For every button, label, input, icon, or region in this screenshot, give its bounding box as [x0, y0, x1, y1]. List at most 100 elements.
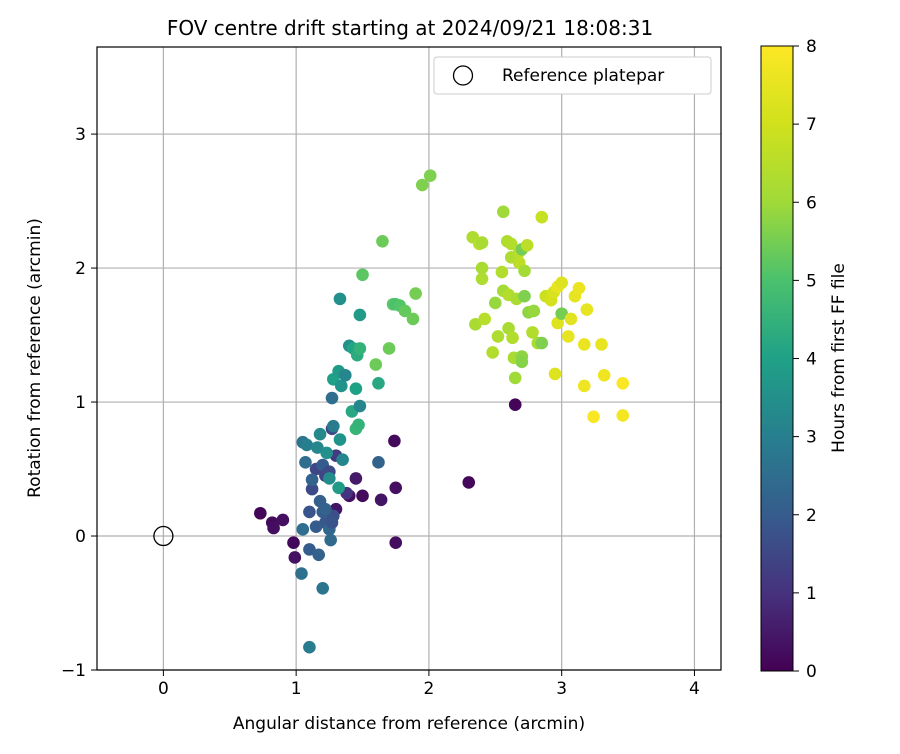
- data-point: [323, 472, 336, 485]
- colorbar-ticks: 0 1 2 3 4 5 6 7 8: [793, 37, 817, 682]
- colorbar-label: Hours from first FF file: [829, 263, 849, 453]
- data-point: [267, 521, 280, 535]
- data-point: [572, 281, 586, 295]
- data-point: [388, 434, 401, 448]
- data-point: [527, 304, 541, 318]
- data-point: [353, 342, 367, 355]
- data-point: [333, 433, 347, 446]
- data-point: [508, 398, 522, 412]
- data-point: [595, 338, 608, 351]
- data-point: [488, 296, 502, 310]
- data-point: [334, 379, 348, 393]
- data-point: [327, 419, 340, 433]
- legend-marker: [452, 65, 474, 86]
- data-point: [369, 358, 383, 371]
- data-point: [325, 516, 339, 529]
- data-point: [562, 330, 575, 343]
- data-points: [153, 169, 630, 654]
- y-tick-label: 2: [75, 259, 86, 279]
- axis-ticks: 0 1 2 3 4 −1 0 1 2 3: [61, 125, 700, 699]
- data-point: [303, 505, 316, 519]
- data-point: [415, 178, 429, 192]
- data-point: [508, 371, 522, 385]
- data-point: [288, 551, 302, 564]
- data-point: [520, 238, 534, 252]
- data-point: [319, 502, 332, 516]
- data-point: [555, 307, 568, 320]
- data-point: [324, 533, 337, 547]
- data-point: [276, 513, 290, 527]
- data-point: [616, 409, 630, 422]
- data-point: [496, 205, 510, 219]
- data-point: [478, 312, 491, 326]
- chart-title: FOV centre drift starting at 2024/09/21 …: [167, 16, 653, 40]
- data-point: [577, 338, 591, 351]
- data-point: [374, 493, 388, 507]
- colorbar-tick-label: 8: [806, 37, 817, 57]
- data-point: [518, 289, 531, 303]
- data-point: [356, 489, 369, 503]
- data-point: [352, 418, 365, 432]
- data-point: [320, 446, 333, 460]
- legend: Reference platepar: [433, 56, 712, 95]
- data-point: [616, 376, 630, 390]
- data-point: [376, 234, 389, 248]
- colorbar-tick-label: 0: [806, 662, 817, 682]
- reference-platepar-marker: [153, 525, 174, 547]
- legend-label: Reference platepar: [502, 66, 664, 86]
- data-point: [338, 368, 352, 382]
- data-point: [349, 472, 363, 485]
- data-point: [564, 312, 578, 326]
- colorbar-gradient: [760, 45, 794, 672]
- colorbar-tick-label: 2: [806, 506, 817, 526]
- data-point: [548, 367, 562, 381]
- colorbar: 0 1 2 3 4 5 6 7 8 Hours from first FF file: [760, 37, 849, 682]
- data-point: [312, 548, 326, 562]
- data-point: [515, 355, 529, 369]
- data-point: [475, 261, 489, 275]
- data-point: [305, 482, 319, 496]
- data-point: [518, 264, 531, 278]
- data-point: [305, 473, 319, 487]
- data-point: [316, 581, 330, 595]
- y-tick-label: −1: [61, 661, 86, 681]
- data-point: [535, 336, 549, 350]
- x-tick-label: 2: [424, 679, 435, 699]
- data-point: [325, 391, 339, 405]
- data-point: [577, 379, 591, 393]
- data-point: [333, 292, 347, 306]
- data-point: [389, 481, 403, 495]
- data-point: [296, 523, 310, 536]
- data-point: [555, 276, 568, 290]
- data-point: [356, 268, 369, 282]
- data-point: [311, 441, 324, 454]
- data-point: [587, 410, 600, 424]
- data-point: [506, 331, 519, 345]
- x-axis-label: Angular distance from reference (arcmin): [233, 714, 585, 734]
- data-point: [353, 308, 367, 322]
- data-point: [597, 368, 611, 382]
- data-point: [303, 543, 316, 556]
- data-point: [475, 236, 489, 249]
- data-point: [580, 303, 594, 316]
- data-point: [535, 210, 549, 224]
- data-point: [462, 476, 476, 489]
- data-point: [287, 536, 300, 550]
- data-point: [475, 272, 489, 286]
- data-point: [372, 376, 385, 390]
- data-point: [349, 382, 363, 395]
- grid-lines: [97, 47, 721, 671]
- x-tick-label: 4: [689, 679, 700, 699]
- data-point: [336, 453, 349, 466]
- colorbar-tick-label: 5: [806, 271, 817, 291]
- colorbar-tick-label: 3: [806, 428, 817, 448]
- data-point: [398, 304, 412, 318]
- data-point: [313, 427, 327, 441]
- data-point: [332, 481, 345, 495]
- data-point: [504, 237, 518, 251]
- y-tick-label: 1: [75, 393, 86, 413]
- x-tick-label: 1: [291, 679, 302, 699]
- colorbar-tick-label: 7: [806, 115, 817, 135]
